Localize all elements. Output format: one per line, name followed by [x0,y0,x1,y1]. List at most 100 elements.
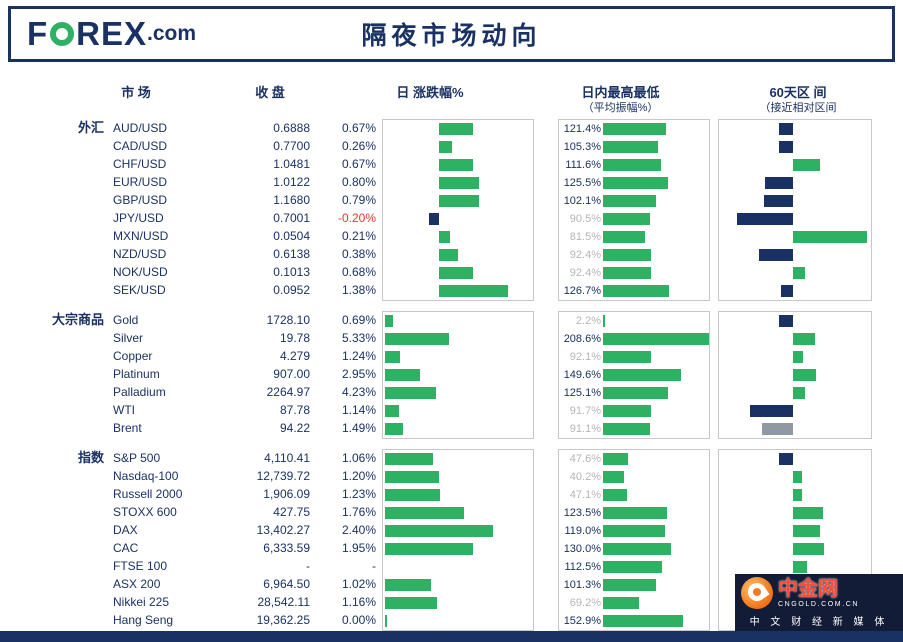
intraday-pct: 2.2% [575,315,601,327]
range-60d-bar [779,141,793,153]
market-name: EUR/USD [113,175,168,189]
intraday-bar [603,471,624,483]
market-name: Nasdaq-100 [113,469,179,483]
range-60d-row [719,174,871,192]
change-value: 1.06% [341,451,376,465]
intraday-bar [603,453,628,465]
range-60d-bar [793,231,868,243]
daily-change-bar-row [383,504,533,522]
market-name: JPY/USD [113,211,164,225]
daily-change-bar [439,177,479,189]
intraday-pct: 123.5% [563,507,601,519]
market-name: AUD/USD [113,121,168,135]
daily-change-bar-row [383,468,533,486]
range-60d-row [719,384,871,402]
intraday-row: 92.4% [559,246,709,264]
intraday-bar [603,369,681,381]
daily-change-bar-row [383,264,533,282]
intraday-row: 112.5% [559,558,709,576]
close-value: 28,542.11 [257,595,311,609]
daily-change-bar [439,141,452,153]
intraday-bar [603,543,671,555]
daily-change-bar [385,615,387,627]
intraday-bar [603,123,667,135]
close-value: 6,964.50 [263,577,310,591]
intraday-row: 121.4% [559,120,709,138]
range-60d-row [719,228,871,246]
change-value: 1.95% [341,541,376,555]
close-value: 0.0504 [273,229,310,243]
daily-change-bar-row [383,246,533,264]
intraday-row: 91.1% [559,420,709,438]
daily-change-bar [385,453,433,465]
intraday-bar [603,507,668,519]
intraday-pct: 152.9% [563,615,601,627]
daily-change-bar-row [383,228,533,246]
column-header-60d-range: 60天区 间 [769,85,827,100]
change-value: 0.79% [341,193,376,207]
market-name: SEK/USD [113,283,166,297]
daily-change-chart [382,119,534,301]
market-name: Platinum [113,367,160,381]
range-60d-row [719,192,871,210]
daily-change-bar [385,315,394,327]
range-60d-chart [718,311,872,439]
intraday-bar [603,351,651,363]
range-60d-bar [793,543,825,555]
market-name: NOK/USD [113,265,168,279]
range-60d-bar [765,177,793,189]
market-name-column: S&P 500 Nasdaq-100 Russell 2000 STOXX 600 DA… [108,449,188,631]
column-header-intraday-range: 日内最高最低 [581,85,660,100]
range-60d-bar [793,489,803,501]
market-name: Russell 2000 [113,487,183,501]
change-column: 1.06% 1.20% 1.23% 1.76% 2.40% 1.95% - 1.02% 1.16… [310,449,378,631]
close-column: 1728.10 19.78 4.279 907.00 2264.97 87.78 94.22 [188,311,310,439]
intraday-row: 90.5% [559,210,709,228]
intraday-bar [603,597,639,609]
intraday-row: 208.6% [559,330,709,348]
close-value: 0.7700 [273,139,310,153]
bottom-bar [0,631,903,642]
intraday-row: 149.6% [559,366,709,384]
change-value: 2.40% [341,523,376,537]
forex-globe-icon [50,22,75,46]
intraday-row: 102.1% [559,192,709,210]
range-60d-row [719,522,871,540]
change-value: 1.23% [341,487,376,501]
intraday-pct: 126.7% [563,285,601,297]
daily-change-bar-row [383,558,533,576]
change-value: - [372,559,376,573]
intraday-bar [603,195,657,207]
range-60d-row [719,330,871,348]
group-label: 大宗商品 [51,312,104,327]
change-value: 1.76% [341,505,376,519]
market-name: CAC [113,541,139,555]
close-value: 4.279 [279,349,310,363]
close-value: - [306,559,310,573]
daily-change-bar [385,525,493,537]
daily-change-bar-row [383,384,533,402]
range-60d-bar [793,267,805,279]
market-name: CHF/USD [113,157,167,171]
close-value: 1,906.09 [263,487,310,501]
daily-change-bar [439,123,473,135]
daily-change-bar-row [383,576,533,594]
intraday-row: 81.5% [559,228,709,246]
close-value: 13,402.27 [256,523,310,537]
intraday-row: 47.6% [559,450,709,468]
intraday-bar [603,249,652,261]
range-60d-row [719,450,871,468]
intraday-row: 47.1% [559,486,709,504]
daily-change-bar [385,597,438,609]
change-value: 0.00% [341,613,376,627]
intraday-pct: 111.6% [565,159,601,171]
close-value: 0.7001 [273,211,310,225]
column-subheader-avg-amplitude: （平均振幅%） [582,102,659,114]
market-name: S&P 500 [113,451,161,465]
range-60d-row [719,312,871,330]
daily-change-bar-row [383,330,533,348]
range-60d-row [719,486,871,504]
change-column: 0.69% 5.33% 1.24% 2.95% 4.23% 1.14% 1.49% [310,311,378,439]
intraday-row: 105.3% [559,138,709,156]
intraday-bar [603,561,662,573]
